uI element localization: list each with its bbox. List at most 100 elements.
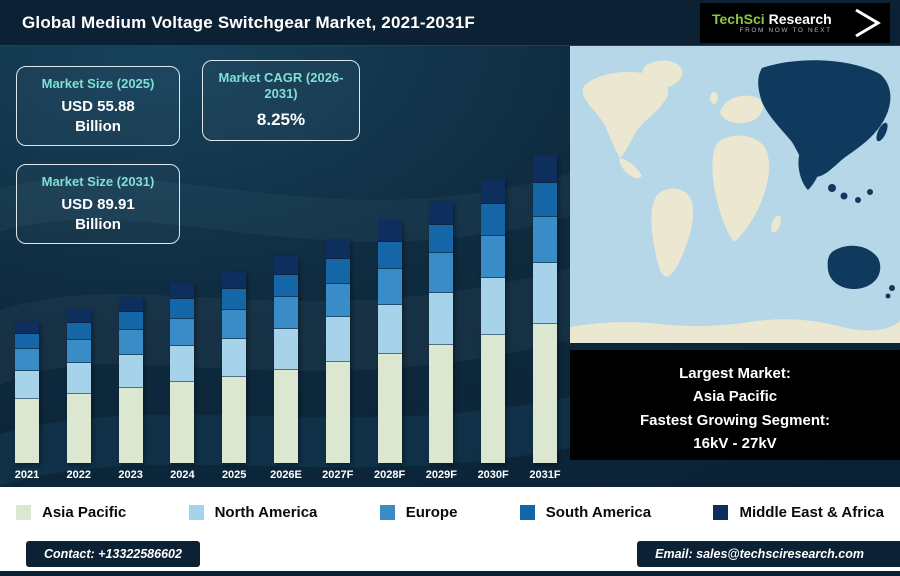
bar-segment bbox=[429, 253, 454, 293]
bar-segment bbox=[429, 201, 454, 225]
bar-segment bbox=[377, 242, 402, 270]
legend-item: Middle East & Africa bbox=[713, 504, 884, 521]
bar-stack bbox=[222, 272, 247, 463]
bar-column: 2031F bbox=[528, 155, 562, 481]
bar-segment bbox=[66, 340, 91, 364]
stat-value: USD 55.88 bbox=[61, 98, 135, 116]
bar-segment bbox=[377, 269, 402, 306]
callout-line: 16kV - 27kV bbox=[693, 434, 777, 452]
chart-panel: Market Size (2025) USD 55.88 Billion Mar… bbox=[0, 46, 570, 487]
central-america bbox=[619, 158, 642, 179]
bar-segment bbox=[377, 353, 402, 463]
largest-market-callout: Largest Market: Asia Pacific Fastest Gro… bbox=[570, 350, 900, 460]
stat-box-market-size-2031: Market Size (2031) USD 89.91 Billion bbox=[16, 164, 180, 245]
bar-segment bbox=[377, 220, 402, 243]
bar-segment bbox=[325, 283, 350, 318]
callout-line: Largest Market: bbox=[679, 365, 791, 382]
stat-label: Market CAGR (2026-2031) bbox=[218, 70, 344, 102]
bar-segment bbox=[118, 296, 143, 312]
bar-segment bbox=[66, 309, 91, 324]
stat-value: 8.25% bbox=[256, 109, 306, 129]
legend-item: Asia Pacific bbox=[16, 504, 126, 521]
legend-swatch bbox=[188, 504, 204, 520]
bar-column: 2030F bbox=[476, 178, 510, 481]
bar-segment bbox=[532, 155, 557, 183]
logo-brand-primary: TechSci bbox=[712, 11, 765, 28]
bar-segment bbox=[325, 259, 350, 284]
bar-segment bbox=[481, 335, 506, 463]
year-label: 2031F bbox=[529, 469, 561, 481]
japan-highlighted bbox=[876, 122, 888, 142]
new-zealand bbox=[885, 293, 891, 299]
southeast-asia-island bbox=[840, 192, 848, 200]
bar-column: 2029F bbox=[424, 201, 458, 481]
bar-segment bbox=[15, 333, 39, 350]
bar-column: 2023 bbox=[114, 296, 148, 481]
logo-arrow-icon bbox=[855, 8, 881, 38]
year-label: 2024 bbox=[170, 469, 195, 481]
madagascar bbox=[771, 215, 781, 233]
bar-stack bbox=[532, 155, 557, 463]
bar-segment bbox=[66, 393, 91, 463]
callout-line: Asia Pacific bbox=[692, 388, 778, 406]
year-label: 2023 bbox=[118, 469, 143, 481]
bar-stack bbox=[170, 283, 195, 463]
continent-antarctica bbox=[570, 319, 900, 343]
bar-column: 2027F bbox=[321, 239, 355, 481]
bar-segment bbox=[222, 377, 247, 463]
bar-column: 2026E bbox=[269, 256, 303, 481]
bar-segment bbox=[429, 292, 454, 345]
bar-column: 2022 bbox=[62, 309, 96, 481]
right-panel: Largest Market: Asia Pacific Fastest Gro… bbox=[570, 46, 900, 487]
legend-swatch bbox=[519, 504, 535, 520]
techsci-logo: TechSci Research from NOW to NEXT bbox=[700, 3, 890, 43]
stat-label: Market Size (2025) bbox=[41, 76, 155, 91]
bar-stack bbox=[15, 321, 39, 463]
continent-north-america bbox=[582, 71, 669, 158]
bar-segment bbox=[15, 349, 39, 371]
stat-box-market-size-2025: Market Size (2025) USD 55.88 Billion bbox=[16, 66, 180, 147]
bar-stack bbox=[273, 256, 298, 463]
bar-segment bbox=[325, 362, 350, 463]
legend-label: Europe bbox=[405, 503, 458, 521]
bar-segment bbox=[222, 338, 247, 378]
bar-segment bbox=[325, 239, 350, 260]
stat-label: Market Size (2031) bbox=[41, 174, 155, 189]
bar-segment bbox=[118, 311, 143, 330]
bar-segment bbox=[325, 317, 350, 363]
legend: Asia Pacific North America Europe South Ame… bbox=[0, 487, 900, 537]
bar-segment bbox=[222, 272, 247, 290]
bar-segment bbox=[15, 370, 39, 399]
bar-stack bbox=[481, 178, 506, 463]
bar-segment bbox=[273, 328, 298, 370]
bar-column: 2024 bbox=[165, 283, 199, 481]
legend-item: South America bbox=[519, 503, 652, 521]
bar-segment bbox=[170, 346, 195, 382]
bar-segment bbox=[481, 278, 506, 336]
legend-item: Europe bbox=[379, 503, 458, 521]
bar-segment bbox=[273, 274, 298, 298]
legend-label: South America bbox=[545, 503, 652, 521]
year-label: 2022 bbox=[66, 469, 92, 481]
bar-segment bbox=[66, 363, 91, 394]
southeast-asia-island bbox=[855, 197, 861, 203]
bar-segment bbox=[532, 262, 557, 325]
footer-accent-bar bbox=[0, 571, 900, 576]
continent-africa bbox=[712, 135, 770, 242]
bar-segment bbox=[273, 256, 298, 275]
bar-segment bbox=[170, 319, 195, 347]
legend-swatch bbox=[16, 504, 31, 520]
bar-segment bbox=[170, 381, 195, 463]
stat-value: USD 89.91 bbox=[61, 196, 135, 214]
year-label: 2029F bbox=[425, 469, 457, 481]
india-highlighted bbox=[798, 149, 821, 190]
legend-label: Asia Pacific bbox=[42, 503, 127, 521]
continent-south-america bbox=[651, 188, 694, 277]
australia-highlighted bbox=[827, 245, 881, 290]
logo-tagline: from NOW to NEXT bbox=[739, 27, 832, 35]
legend-item: North America bbox=[188, 504, 317, 521]
bar-segment bbox=[532, 324, 557, 463]
year-label: 2021 bbox=[14, 469, 40, 481]
bar-stack bbox=[429, 201, 454, 463]
